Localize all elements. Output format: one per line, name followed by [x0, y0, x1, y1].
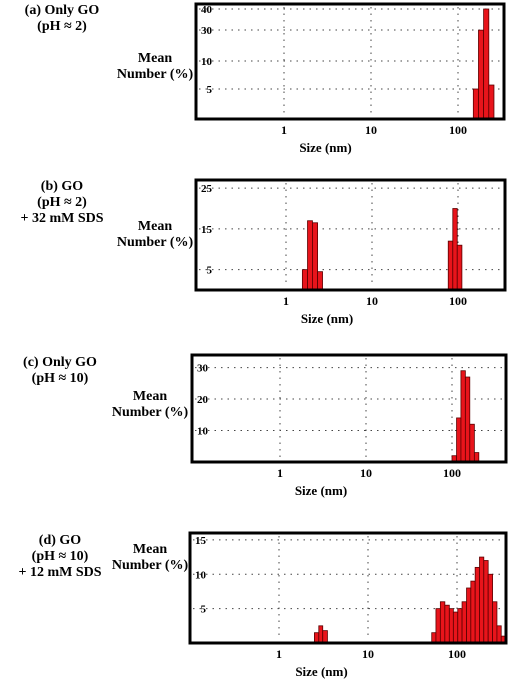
histogram-bar	[466, 587, 472, 644]
x-tick-label: 10	[366, 294, 378, 308]
x-tick-label: 10	[362, 647, 374, 661]
y-tick-label: 5	[201, 604, 207, 616]
x-tick-label: 1	[276, 647, 282, 661]
histogram-bar	[318, 625, 324, 644]
x-tick-label: 100	[443, 466, 461, 480]
histogram-bar	[448, 608, 454, 644]
x-axis-label: Size (nm)	[299, 140, 351, 155]
y-axis-label: Mean	[138, 51, 172, 66]
histogram-bar	[317, 271, 323, 291]
histogram-bar	[474, 566, 480, 644]
histogram-bar	[452, 208, 458, 291]
y-axis-label: Number (%)	[112, 405, 189, 420]
y-tick-label: 15	[201, 224, 213, 236]
histogram-bar	[487, 573, 493, 644]
histogram-bar	[452, 611, 459, 644]
x-tick-label: 100	[448, 647, 466, 661]
y-axis-label: Mean	[133, 389, 167, 404]
plot-frame	[194, 2, 506, 121]
panel-label-line: (a) Only GO	[25, 3, 100, 18]
histogram-bar	[457, 608, 463, 644]
histogram-bar	[492, 601, 498, 644]
y-tick-label: 25	[201, 183, 213, 195]
histogram-bar	[496, 625, 502, 644]
histogram-bar	[483, 560, 489, 644]
x-tick-label: 1	[277, 466, 283, 480]
y-axis-label: Mean	[138, 219, 172, 234]
histogram-bar	[461, 601, 467, 644]
histogram-bar	[456, 244, 463, 291]
x-axis-label: Size (nm)	[295, 483, 347, 498]
panel-label-line: + 12 mM SDS	[18, 565, 101, 580]
x-axis-label: Size (nm)	[301, 311, 353, 326]
panel-label-line: (b) GO	[41, 179, 84, 194]
histogram-bar	[435, 608, 441, 644]
y-tick-label: 40	[201, 4, 213, 16]
histogram-bar	[470, 580, 476, 644]
y-tick-label: 10	[201, 56, 213, 68]
histogram-bar	[444, 604, 450, 644]
y-tick-label: 15	[195, 535, 207, 547]
histogram-bar	[488, 84, 495, 120]
histogram-bar	[447, 240, 454, 291]
histogram-bar	[456, 417, 462, 463]
histogram-bar	[460, 370, 466, 463]
y-axis-label: Number (%)	[117, 235, 194, 250]
y-tick-label: 30	[201, 25, 213, 37]
histogram-bar	[479, 556, 485, 644]
y-tick-label: 10	[195, 569, 207, 581]
histogram-bar	[469, 423, 475, 463]
y-tick-label: 30	[197, 363, 209, 375]
y-axis-label: Number (%)	[112, 558, 189, 573]
histogram-bar	[431, 632, 437, 644]
histogram-bar	[439, 601, 446, 644]
y-axis-label: Number (%)	[117, 67, 194, 82]
histogram-bar	[478, 29, 485, 120]
plot-frame	[190, 353, 508, 464]
histogram-bar	[312, 222, 318, 291]
panel-label-line: (d) GO	[39, 533, 82, 548]
histogram-bar	[307, 220, 313, 291]
plot-frame	[194, 178, 507, 292]
histogram-bar	[314, 632, 320, 644]
panel-label-line: + 32 mM SDS	[20, 211, 103, 226]
y-tick-label: 5	[207, 265, 213, 277]
histogram-bar	[472, 88, 479, 120]
histogram-bar	[322, 630, 328, 644]
histogram-bar	[464, 376, 471, 463]
panel-label-line: (pH ≈ 10)	[32, 549, 89, 564]
x-tick-label: 100	[449, 123, 467, 137]
x-tick-label: 100	[449, 294, 467, 308]
y-axis-label: Mean	[133, 542, 167, 557]
histogram-bar	[301, 269, 308, 291]
x-tick-label: 1	[283, 294, 289, 308]
y-tick-label: 10	[197, 426, 209, 438]
y-tick-label: 20	[197, 394, 209, 406]
panel-label-line: (c) Only GO	[23, 355, 97, 370]
panel-label-line: (pH ≈ 2)	[37, 195, 87, 210]
panel-label-line: (pH ≈ 2)	[37, 19, 87, 34]
x-tick-label: 10	[365, 123, 377, 137]
histogram-bar	[483, 8, 490, 120]
y-tick-label: 5	[207, 84, 213, 96]
x-axis-label: Size (nm)	[295, 664, 347, 679]
x-tick-label: 10	[360, 466, 372, 480]
panel-label-line: (pH ≈ 10)	[32, 371, 89, 386]
plot-frame	[188, 531, 508, 645]
x-tick-label: 1	[281, 123, 287, 137]
